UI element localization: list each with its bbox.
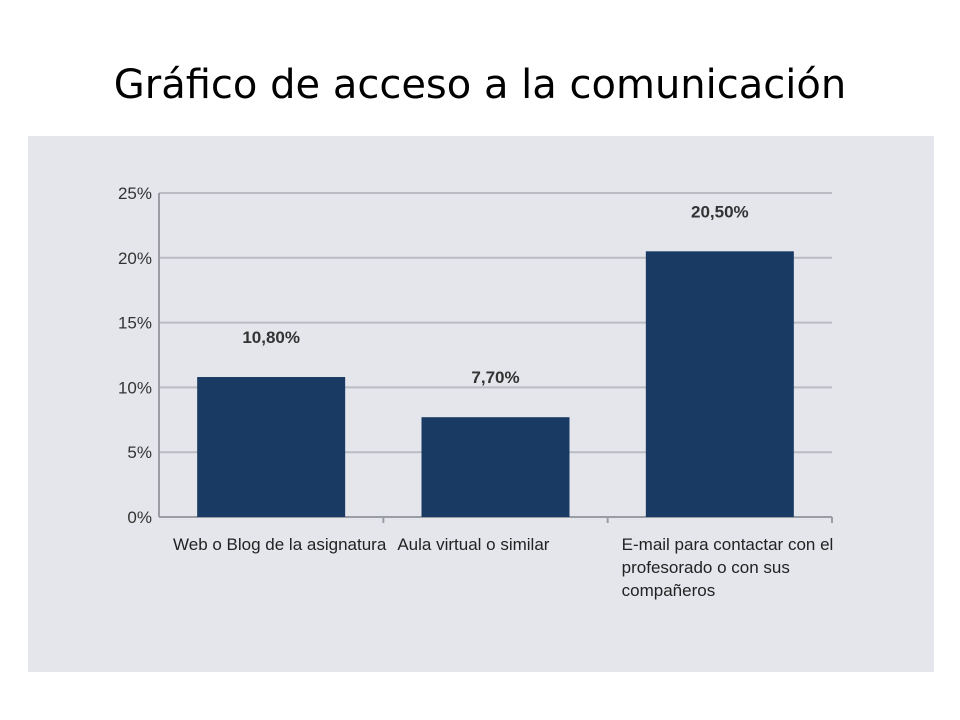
slide-title: Gráfico de acceso a la comunicación — [113, 62, 847, 108]
bar — [197, 377, 346, 517]
y-tick-label: 0% — [127, 508, 152, 527]
data-label: 7,70% — [471, 368, 519, 387]
labels: 0% 5% 10% 15% 20% 25% 10,80% Web o Blog de la a… — [118, 184, 833, 600]
x-category-label: Web o Blog de la asignatura — [173, 535, 387, 554]
data-label: 20,50% — [691, 202, 749, 221]
bar — [645, 251, 794, 517]
bar — [421, 417, 570, 517]
bars — [197, 251, 794, 517]
x-category-label: Aula virtual o similar — [397, 535, 549, 554]
x-category-label: E-mail para contactar con el — [622, 535, 834, 554]
y-tick-label: 20% — [118, 249, 152, 268]
y-tick-label: 15% — [118, 314, 152, 333]
x-category-label: compañeros — [622, 581, 716, 600]
data-label: 10,80% — [242, 328, 300, 347]
y-tick-label: 5% — [127, 443, 152, 462]
chart-panel: 0% 5% 10% 15% 20% 25% 10,80% Web o Blog de la a… — [28, 136, 934, 672]
y-tick-label: 25% — [118, 184, 152, 203]
bar-chart: 0% 5% 10% 15% 20% 25% 10,80% Web o Blog de la a… — [118, 184, 833, 600]
x-category-label: profesorado o con sus — [622, 558, 790, 577]
y-tick-label: 10% — [118, 378, 152, 397]
